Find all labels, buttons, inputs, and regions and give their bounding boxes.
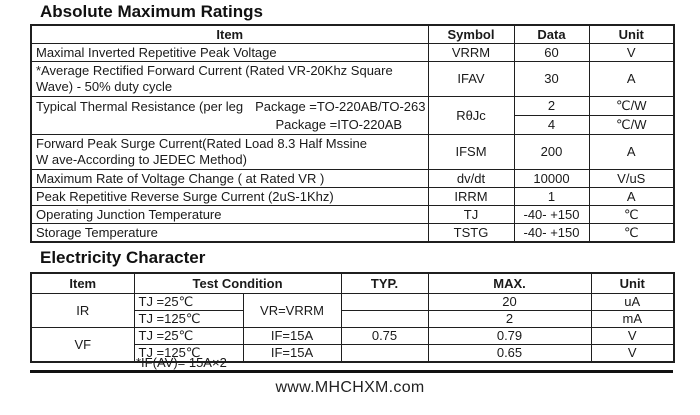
unit-cell: V/uS <box>588 169 675 188</box>
table-row-tstg: Storage Temperature TSTG -40- +150 ℃ <box>30 223 675 243</box>
symbol-cell: TJ <box>427 205 515 224</box>
data-cell: -40- +150 <box>513 223 590 243</box>
package-options: Package =TO-220AB/TO-263 Package =ITO-22… <box>250 98 427 134</box>
symbol-cell: IFSM <box>427 134 515 170</box>
table-row-ifav: *Average Rectified Forward Current (Rate… <box>30 61 675 97</box>
package-option-2: Package =ITO-220AB <box>275 116 403 132</box>
symbol-cell: dv/dt <box>427 169 515 188</box>
item-cell: Storage Temperature <box>30 223 429 243</box>
unit-cell: ℃ <box>588 205 675 224</box>
unit-cell: mA <box>590 310 675 328</box>
table-row-irrm: Peak Repetitive Reverse Surge Current (2… <box>30 187 675 206</box>
max-cell: 0.79 <box>427 327 592 345</box>
table-row-ifsm: Forward Peak Surge Current(Rated Load 8.… <box>30 134 675 170</box>
col-header-typ: TYP. <box>340 272 429 294</box>
item-cell: Peak Repetitive Reverse Surge Current (2… <box>30 187 429 206</box>
abs-max-ratings-title: Absolute Maximum Ratings <box>40 2 263 21</box>
item-cell: Forward Peak Surge Current(Rated Load 8.… <box>30 134 429 170</box>
symbol-cell: TSTG <box>427 223 515 243</box>
data-cell: 4 <box>513 115 590 135</box>
unit-cell: uA <box>590 293 675 311</box>
table-row-rthjc-1: Typical Thermal Resistance (per leg Pack… <box>30 96 675 135</box>
unit-cell: ℃ <box>588 223 675 243</box>
thermal-resistance-label: Typical Thermal Resistance (per leg <box>36 98 244 114</box>
max-cell: 20 <box>427 293 592 311</box>
website-text: www.MHCHXM.com <box>275 379 425 396</box>
max-cell: 0.65 <box>427 344 592 363</box>
data-cell: 1 <box>513 187 590 206</box>
typ-cell <box>340 344 429 363</box>
symbol-cell: IRRM <box>427 187 515 206</box>
unit-cell: A <box>588 134 675 170</box>
data-cell: 10000 <box>513 169 590 188</box>
item-cell: *Average Rectified Forward Current (Rate… <box>30 61 429 97</box>
item-cell: Typical Thermal Resistance (per leg Pack… <box>30 96 429 135</box>
col-header-max: MAX. <box>427 272 592 294</box>
table-header-row: Item Symbol Data Unit <box>30 24 675 44</box>
package-option-1: Package =TO-220AB/TO-263 <box>255 98 426 114</box>
data-cell: -40- +150 <box>513 205 590 224</box>
table-header-row: Item Test Condition TYP. MAX. Unit <box>30 272 675 294</box>
typ-cell <box>340 293 429 311</box>
data-cell: 200 <box>513 134 590 170</box>
col-header-unit: Unit <box>588 24 675 44</box>
item-line-1: *Average Rectified Forward Current (Rate… <box>36 63 393 78</box>
condition-cell: TJ =25℃ <box>133 327 244 345</box>
unit-cell: V <box>590 327 675 345</box>
item-cell: Maximal Inverted Repetitive Peak Voltage <box>30 43 429 62</box>
table-row-tj: Operating Junction Temperature TJ -40- +… <box>30 205 675 224</box>
condition-cell: TJ =125℃ <box>133 344 244 363</box>
col-header-test-condition: Test Condition <box>133 272 342 294</box>
unit-cell: V <box>590 344 675 363</box>
condition-cell: TJ =25℃ <box>133 293 244 311</box>
col-header-data: Data <box>513 24 590 44</box>
electricity-character-table: Item Test Condition TYP. MAX. Unit IR TJ… <box>30 272 675 363</box>
col-header-unit: Unit <box>590 272 675 294</box>
condition-cell: TJ =125℃ <box>133 310 244 328</box>
electricity-character-title: Electricity Character <box>40 248 206 267</box>
unit-cell: ℃/W <box>588 96 675 116</box>
data-cell: 30 <box>513 61 590 97</box>
unit-cell: A <box>588 187 675 206</box>
typ-cell <box>340 310 429 328</box>
table-row-vrrm: Maximal Inverted Repetitive Peak Voltage… <box>30 43 675 62</box>
data-cell: 2 <box>513 96 590 116</box>
symbol-cell: RθJc <box>427 96 515 135</box>
unit-cell: A <box>588 61 675 97</box>
table-row-vf-1: VF TJ =25℃ IF=15A 0.75 0.79 V <box>30 327 675 363</box>
item-line-2: W ave-According to JEDEC Method) <box>36 152 247 167</box>
symbol-cell: VRRM <box>427 43 515 62</box>
col-header-item: Item <box>30 272 135 294</box>
data-cell: 60 <box>513 43 590 62</box>
item-cell: IR <box>30 293 135 328</box>
table-row-ir-1: IR TJ =25℃ VR=VRRM 20 uA <box>30 293 675 328</box>
table-row-rthjc-2: 4 ℃/W <box>31 115 675 135</box>
condition-cell: IF=15A <box>242 344 342 363</box>
symbol-cell: IFAV <box>427 61 515 97</box>
col-header-symbol: Symbol <box>427 24 515 44</box>
abs-max-ratings-table: Item Symbol Data Unit Maximal Inverted R… <box>30 24 675 243</box>
item-line-1: Forward Peak Surge Current(Rated Load 8.… <box>36 136 367 151</box>
if-av-footnote: *IF(AV)= 15A×2 <box>136 355 227 370</box>
condition-cell: VR=VRRM <box>242 293 342 328</box>
item-cell: Maximum Rate of Voltage Change ( at Rate… <box>30 169 429 188</box>
divider-line <box>30 370 673 373</box>
item-line-2: Wave) - 50% duty cycle <box>36 79 173 94</box>
table-row-dvdt: Maximum Rate of Voltage Change ( at Rate… <box>30 169 675 188</box>
condition-cell: IF=15A <box>242 327 342 345</box>
unit-cell: ℃/W <box>588 115 675 135</box>
typ-cell: 0.75 <box>340 327 429 345</box>
max-cell: 2 <box>427 310 592 328</box>
col-header-item: Item <box>30 24 429 44</box>
unit-cell: V <box>588 43 675 62</box>
item-cell: Operating Junction Temperature <box>30 205 429 224</box>
table-row-vf-2: TJ =125℃ IF=15A 0.65 V <box>31 344 675 363</box>
item-cell: VF <box>30 327 135 363</box>
